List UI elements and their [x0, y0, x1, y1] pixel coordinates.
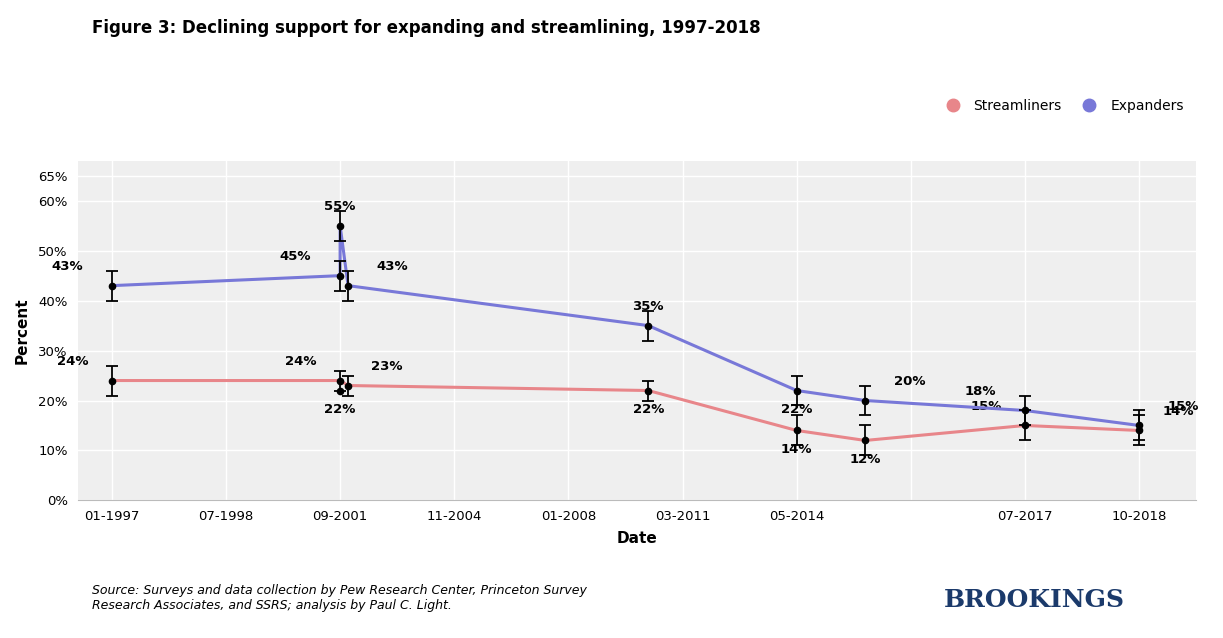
Text: 45%: 45% — [280, 249, 312, 263]
Text: 43%: 43% — [51, 260, 83, 272]
Text: Source: Surveys and data collection by Pew Research Center, Princeton Survey
Res: Source: Surveys and data collection by P… — [92, 584, 587, 612]
X-axis label: Date: Date — [616, 531, 657, 546]
Text: 24%: 24% — [285, 355, 317, 367]
Text: 20%: 20% — [894, 375, 926, 387]
Legend: Streamliners, Expanders: Streamliners, Expanders — [933, 93, 1189, 118]
Y-axis label: Percent: Percent — [15, 297, 31, 364]
Text: 12%: 12% — [850, 454, 881, 466]
Text: 15%: 15% — [1168, 399, 1200, 413]
Text: 14%: 14% — [1162, 404, 1194, 417]
Text: 22%: 22% — [324, 403, 356, 417]
Text: 14%: 14% — [781, 443, 812, 456]
Text: 24%: 24% — [57, 355, 88, 367]
Text: 23%: 23% — [372, 360, 402, 373]
Text: 15%: 15% — [970, 399, 1002, 413]
Text: BROOKINGS: BROOKINGS — [944, 588, 1125, 612]
Text: 43%: 43% — [377, 260, 408, 272]
Text: 55%: 55% — [324, 200, 356, 212]
Text: 18%: 18% — [965, 385, 997, 397]
Text: 22%: 22% — [632, 403, 664, 417]
Text: 22%: 22% — [781, 403, 812, 417]
Text: Figure 3: Declining support for expanding and streamlining, 1997-2018: Figure 3: Declining support for expandin… — [92, 19, 761, 37]
Text: 35%: 35% — [632, 300, 664, 313]
